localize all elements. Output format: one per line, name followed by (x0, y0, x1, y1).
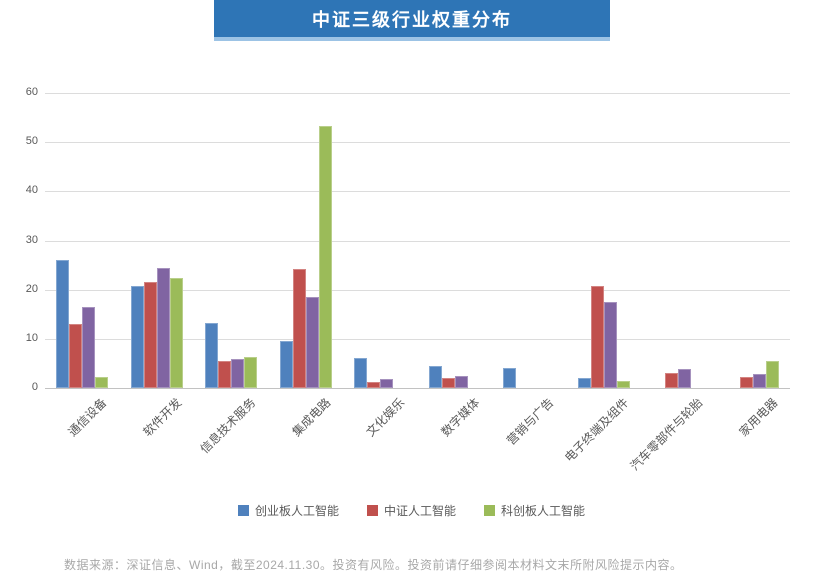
bar-series2-cat7 (590, 286, 604, 388)
bar-series1-cat4 (354, 357, 368, 388)
bar-series1-cat7 (577, 377, 591, 388)
x-axis-label: 信息技术服务 (197, 395, 259, 457)
bar-series2-cat1 (143, 282, 157, 388)
legend-item-kechuangban: 科创板人工智能 (484, 502, 585, 519)
bar-series4-cat7 (616, 381, 630, 388)
bar-series3-cat3 (305, 297, 319, 388)
x-axis-label: 营销与广告 (504, 395, 557, 448)
x-axis-line (45, 388, 790, 389)
bar-series4-cat3 (318, 126, 332, 388)
x-axis-label: 集成电路 (289, 395, 334, 440)
bar-series4-cat9 (765, 360, 779, 388)
bar-series3-cat5 (454, 376, 468, 388)
gridline (45, 93, 790, 94)
bar-series3-cat8 (678, 368, 692, 388)
bar-series4-cat2 (244, 357, 258, 388)
bar-series3-cat2 (231, 359, 245, 388)
bar-series3-cat0 (82, 306, 96, 388)
chart-title: 中证三级行业权重分布 (312, 9, 512, 30)
title-banner: 中证三级行业权重分布 (214, 0, 610, 41)
bar-series1-cat6 (503, 367, 517, 388)
bar-series2-cat8 (665, 373, 679, 389)
bar-series1-cat1 (130, 286, 144, 388)
bar-series1-cat0 (56, 260, 70, 388)
x-axis-label: 软件开发 (140, 395, 185, 440)
gridline (45, 289, 790, 291)
legend-item-chuangyeban: 创业板人工智能 (237, 502, 339, 519)
legend-swatch-green-icon (484, 505, 495, 516)
y-axis-tick-label: 30 (25, 233, 38, 246)
x-axis-label: 通信设备 (65, 395, 110, 440)
y-axis-tick-label: 20 (25, 282, 38, 295)
gridline (45, 338, 790, 340)
legend-swatch-red-icon (366, 505, 378, 516)
x-axis-label: 文化娱乐 (363, 395, 408, 440)
y-axis-tick-label: 40 (25, 184, 38, 197)
bar-series3-cat9 (752, 374, 766, 388)
legend-swatch-blue-icon (237, 505, 249, 516)
legend-label: 中证人工智能 (383, 504, 456, 518)
y-axis-tick-label: 50 (25, 135, 38, 148)
legend-label: 创业板人工智能 (254, 504, 339, 518)
footnote: 数据来源：深证信息、Wind，截至2024.11.30。投资有风险。投资前请仔细… (64, 558, 683, 572)
bar-series3-cat1 (156, 267, 170, 388)
bar-series2-cat5 (441, 378, 455, 388)
x-axis-label: 家用电器 (736, 395, 781, 440)
bar-series4-cat1 (169, 277, 183, 388)
bar-series4-cat0 (95, 376, 109, 388)
bar-series3-cat7 (603, 302, 617, 388)
bar-series3-cat4 (380, 379, 394, 388)
y-axis-tick-label: 0 (31, 381, 38, 393)
bar-series2-cat0 (69, 323, 83, 388)
gridline (45, 240, 790, 242)
bar-series2-cat9 (739, 377, 753, 388)
y-axis-tick-label: 60 (25, 86, 38, 98)
bar-series2-cat2 (218, 360, 232, 388)
bar-series2-cat3 (292, 268, 306, 388)
gridline (45, 142, 790, 144)
bar-series2-cat4 (367, 382, 381, 388)
gridline (45, 191, 790, 193)
bar-series1-cat3 (279, 340, 293, 388)
bar-series1-cat5 (428, 365, 442, 388)
y-axis-tick-label: 10 (25, 331, 38, 344)
legend-item-zhongzheng: 中证人工智能 (366, 502, 456, 519)
x-axis-label: 电子终端及组件 (561, 395, 632, 465)
x-axis-label: 汽车零部件与轮胎 (627, 395, 706, 474)
x-axis-label: 数字媒体 (438, 395, 483, 440)
legend: 创业板人工智能 中证人工智能 科创板人工智能 (0, 502, 823, 519)
bar-series1-cat2 (205, 322, 219, 388)
legend-label: 科创板人工智能 (501, 504, 586, 518)
